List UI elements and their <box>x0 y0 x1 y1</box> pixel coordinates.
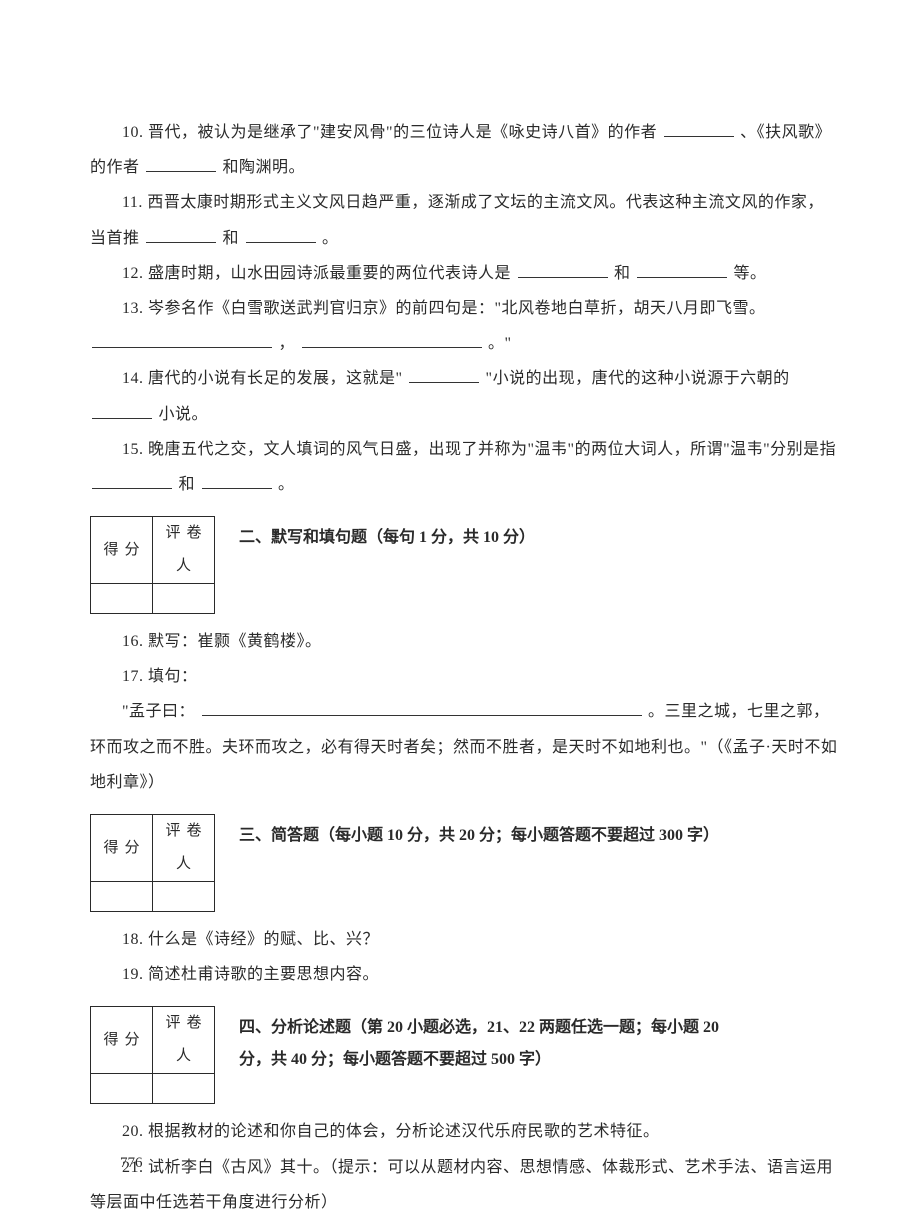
blank[interactable] <box>202 700 642 716</box>
q12-text-b: 和 <box>614 265 631 282</box>
question-13: 13. 岑参名作《白雪歌送武判官归京》的前四句是："北风卷地白草折，胡天八月即飞… <box>90 291 840 326</box>
blank[interactable] <box>518 262 608 278</box>
score-table: 得分 评卷人 <box>90 814 215 912</box>
score-col-grader: 评卷人 <box>153 517 215 584</box>
score-table: 得分 评卷人 <box>90 516 215 614</box>
blank[interactable] <box>146 156 216 172</box>
grader-cell[interactable] <box>153 882 215 912</box>
q10-text-c: 和陶渊明。 <box>223 159 306 176</box>
section-2-header: 得分 评卷人 二、默写和填句题（每句 1 分，共 10 分） <box>90 516 840 614</box>
blank[interactable] <box>664 121 734 137</box>
q15-text-c: 。 <box>278 476 295 493</box>
section-2-title: 二、默写和填句题（每句 1 分，共 10 分） <box>239 516 535 554</box>
score-cell[interactable] <box>91 882 153 912</box>
question-19: 19. 简述杜甫诗歌的主要思想内容。 <box>90 957 840 992</box>
q13-text-b: ， <box>279 335 296 352</box>
page-number: 776 <box>120 1147 143 1180</box>
sec4-line1: 四、分析论述题（第 20 小题必选，21、22 两题任选一题；每小题 20 <box>239 1012 719 1044</box>
q13-text-c: 。" <box>488 335 512 352</box>
q17-text-b: 。三里之城，七里之郭，环而攻之而不胜。夫环而攻之，必有得天时者矣；然而不胜者，是… <box>90 703 837 790</box>
question-12: 12. 盛唐时期，山水田园诗派最重要的两位代表诗人是 和 等。 <box>90 256 840 291</box>
q14-text-c: 小说。 <box>159 406 209 423</box>
blank[interactable] <box>409 367 479 383</box>
score-col-score: 得分 <box>91 1007 153 1074</box>
q13-text-a: 13. 岑参名作《白雪歌送武判官归京》的前四句是："北风卷地白草折，胡天八月即飞… <box>122 300 766 317</box>
question-16: 16. 默写：崔颢《黄鹤楼》。 <box>90 624 840 659</box>
question-13-line2: ， 。" <box>90 326 840 361</box>
score-table: 得分 评卷人 <box>90 1006 215 1104</box>
q11-text-b: 和 <box>223 230 240 247</box>
blank[interactable] <box>302 332 482 348</box>
q14-text-a: 14. 唐代的小说有长足的发展，这就是" <box>122 370 403 387</box>
question-11: 11. 西晋太康时期形式主义文风日趋严重，逐渐成了文坛的主流文风。代表这种主流文… <box>90 185 840 255</box>
question-17-label: 17. 填句： <box>90 659 840 694</box>
section-3-title: 三、简答题（每小题 10 分，共 20 分；每小题答题不要超过 300 字） <box>239 814 719 852</box>
section-3-header: 得分 评卷人 三、简答题（每小题 10 分，共 20 分；每小题答题不要超过 3… <box>90 814 840 912</box>
blank[interactable] <box>92 473 172 489</box>
q15-text-a: 15. 晚唐五代之交，文人填词的风气日盛，出现了并称为"温韦"的两位大词人，所谓… <box>122 441 836 458</box>
score-col-grader: 评卷人 <box>153 815 215 882</box>
q12-text-a: 12. 盛唐时期，山水田园诗派最重要的两位代表诗人是 <box>122 265 511 282</box>
grader-cell[interactable] <box>153 1074 215 1104</box>
question-14: 14. 唐代的小说有长足的发展，这就是" "小说的出现，唐代的这种小说源于六朝的… <box>90 361 840 431</box>
question-15: 15. 晚唐五代之交，文人填词的风气日盛，出现了并称为"温韦"的两位大词人，所谓… <box>90 432 840 502</box>
score-cell[interactable] <box>91 584 153 614</box>
blank[interactable] <box>246 227 316 243</box>
question-10: 10. 晋代，被认为是继承了"建安风骨"的三位诗人是《咏史诗八首》的作者 、《扶… <box>90 115 840 185</box>
q17-text-a: "孟子曰： <box>122 703 195 720</box>
score-col-score: 得分 <box>91 815 153 882</box>
score-col-grader: 评卷人 <box>153 1007 215 1074</box>
q15-text-b: 和 <box>179 476 196 493</box>
blank[interactable] <box>146 227 216 243</box>
blank[interactable] <box>202 473 272 489</box>
blank[interactable] <box>637 262 727 278</box>
q12-text-c: 等。 <box>734 265 767 282</box>
question-17: "孟子曰： 。三里之城，七里之郭，环而攻之而不胜。夫环而攻之，必有得天时者矣；然… <box>90 694 840 800</box>
question-20: 20. 根据教材的论述和你自己的体会，分析论述汉代乐府民歌的艺术特征。 <box>90 1114 840 1149</box>
score-cell[interactable] <box>91 1074 153 1104</box>
sec4-line2: 分，共 40 分；每小题答题不要超过 500 字） <box>239 1044 719 1076</box>
section-4-title: 四、分析论述题（第 20 小题必选，21、22 两题任选一题；每小题 20 分，… <box>239 1006 719 1076</box>
q11-text-c: 。 <box>322 230 339 247</box>
blank[interactable] <box>92 403 152 419</box>
grader-cell[interactable] <box>153 584 215 614</box>
question-21: 21. 试析李白《古风》其十。（提示：可以从题材内容、思想情感、体裁形式、艺术手… <box>90 1150 840 1220</box>
blank[interactable] <box>92 332 272 348</box>
q10-text-a: 10. 晋代，被认为是继承了"建安风骨"的三位诗人是《咏史诗八首》的作者 <box>122 124 657 141</box>
section-4-header: 得分 评卷人 四、分析论述题（第 20 小题必选，21、22 两题任选一题；每小… <box>90 1006 840 1104</box>
score-col-score: 得分 <box>91 517 153 584</box>
question-18: 18. 什么是《诗经》的赋、比、兴？ <box>90 922 840 957</box>
q14-text-b: "小说的出现，唐代的这种小说源于六朝的 <box>486 370 790 387</box>
